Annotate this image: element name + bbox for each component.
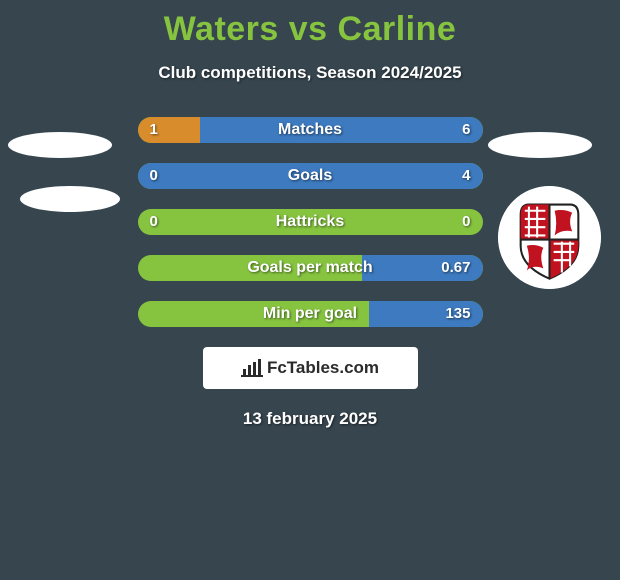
brand-text: FcTables.com xyxy=(267,358,379,378)
content-area: 1Matches60Goals40Hattricks0Goals per mat… xyxy=(0,117,620,327)
stat-bar-row: 0Goals4 xyxy=(138,163,483,189)
stat-bars: 1Matches60Goals40Hattricks0Goals per mat… xyxy=(138,117,483,327)
stat-bar-row: Goals per match0.67 xyxy=(138,255,483,281)
comparison-infographic: Waters vs Carline Club competitions, Sea… xyxy=(0,0,620,580)
player-right-oval-1 xyxy=(488,132,592,158)
player-left-oval-1 xyxy=(8,132,112,158)
stat-bar-row: 0Hattricks0 xyxy=(138,209,483,235)
club-crest xyxy=(498,186,601,289)
stat-bar-row: 1Matches6 xyxy=(138,117,483,143)
stat-bar-row: Min per goal135 xyxy=(138,301,483,327)
bar-chart-icon xyxy=(241,359,263,377)
bar-value-right: 4 xyxy=(462,163,470,189)
bar-value-right: 0.67 xyxy=(441,255,470,281)
shield-icon xyxy=(498,186,601,289)
brand-logo: FcTables.com xyxy=(241,358,379,378)
bar-label: Goals xyxy=(138,163,483,189)
bar-value-right: 0 xyxy=(462,209,470,235)
brand-box: FcTables.com xyxy=(203,347,418,389)
bar-label: Matches xyxy=(138,117,483,143)
bar-label: Min per goal xyxy=(138,301,483,327)
page-title: Waters vs Carline xyxy=(0,0,620,49)
bar-value-right: 135 xyxy=(445,301,470,327)
player-left-oval-2 xyxy=(20,186,120,212)
bar-value-right: 6 xyxy=(462,117,470,143)
date-label: 13 february 2025 xyxy=(0,409,620,429)
bar-label: Hattricks xyxy=(138,209,483,235)
bar-label: Goals per match xyxy=(138,255,483,281)
page-subtitle: Club competitions, Season 2024/2025 xyxy=(0,63,620,83)
